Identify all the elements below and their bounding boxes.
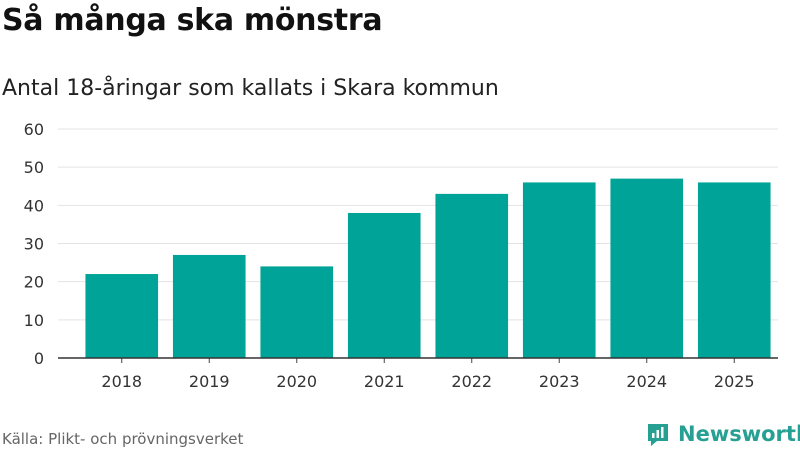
- x-tick-label: 2025: [714, 372, 755, 391]
- x-tick-label: 2021: [364, 372, 405, 391]
- source-note: Källa: Plikt- och prövningsverket: [2, 430, 243, 448]
- brand-logo[interactable]: Newsworthy: [645, 421, 800, 447]
- y-axis-ticks: 0 10 20 30 40 50 60: [24, 120, 44, 368]
- bar-2020[interactable]: [260, 266, 333, 358]
- y-tick-label: 50: [24, 158, 44, 177]
- x-tick-label: 2020: [276, 372, 317, 391]
- x-tick-label: 2024: [626, 372, 667, 391]
- y-tick-label: 0: [34, 349, 44, 368]
- y-tick-label: 60: [24, 120, 44, 139]
- bar-2018[interactable]: [85, 274, 158, 358]
- x-tick-label: 2023: [539, 372, 580, 391]
- bar-2021[interactable]: [348, 213, 421, 358]
- bar-2022[interactable]: [435, 194, 508, 358]
- newsworthy-logo-icon: [645, 421, 671, 447]
- x-tick-label: 2018: [101, 372, 142, 391]
- x-axis-ticks: 2018 2019 2020 2021 2022 2023 2024 2025: [101, 358, 754, 391]
- y-tick-label: 10: [24, 311, 44, 330]
- y-tick-label: 20: [24, 273, 44, 292]
- x-tick-label: 2019: [189, 372, 230, 391]
- bar-2025[interactable]: [698, 182, 771, 358]
- x-tick-label: 2022: [451, 372, 492, 391]
- y-tick-label: 30: [24, 235, 44, 254]
- y-tick-label: 40: [24, 196, 44, 215]
- brand-name: Newsworthy: [678, 422, 800, 446]
- bar-2019[interactable]: [173, 255, 246, 358]
- bar-2024[interactable]: [610, 179, 683, 358]
- bar-2023[interactable]: [523, 182, 596, 358]
